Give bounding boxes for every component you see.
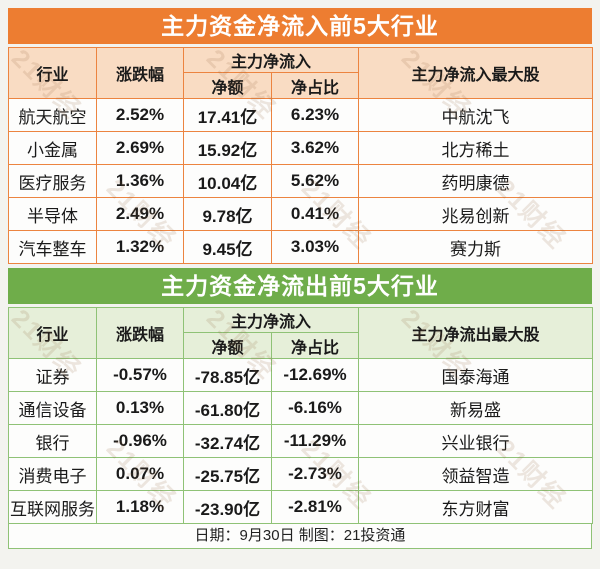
- col-header-change: 涨跌幅: [96, 47, 184, 99]
- industry-cell: 航天航空: [8, 98, 97, 132]
- table-row: 银行 -0.96% -32.74亿 -11.29% 兴业银行: [8, 424, 594, 458]
- industry-cell: 银行: [8, 424, 97, 458]
- net-ratio-cell: -12.69%: [270, 358, 360, 392]
- col-header-netflow-group: 主力净流入: [182, 47, 360, 73]
- top-stock-cell: 新易盛: [358, 391, 594, 425]
- change-cell: 0.13%: [96, 391, 184, 425]
- outflow-table-body: 证券 -0.57% -78.85亿 -12.69% 国泰海通 通信设备 0.13% -61.8…: [8, 358, 594, 524]
- top-stock-cell: 国泰海通: [358, 358, 594, 392]
- top-stock-cell: 领益智造: [358, 457, 594, 491]
- change-cell: -0.96%: [96, 424, 184, 458]
- net-ratio-cell: -11.29%: [270, 424, 360, 458]
- net-amount-cell: 9.45亿: [183, 230, 272, 264]
- net-ratio-cell: -6.16%: [270, 391, 360, 425]
- industry-cell: 汽车整车: [8, 230, 97, 264]
- net-ratio-cell: 5.62%: [270, 164, 360, 198]
- table-row: 消费电子 0.07% -25.75亿 -2.73% 领益智造: [8, 457, 594, 491]
- change-cell: -0.57%: [96, 358, 184, 392]
- change-cell: 2.52%: [96, 98, 184, 132]
- industry-cell: 半导体: [8, 197, 97, 231]
- net-amount-cell: -61.80亿: [183, 391, 272, 425]
- change-cell: 0.07%: [96, 457, 184, 491]
- tables-content: 主力资金净流入前5大行业 行业 涨跌幅 主力净流入 主力净流入最大股 净额 净占…: [8, 8, 594, 549]
- net-amount-cell: -25.75亿: [183, 457, 272, 491]
- inflow-table-body: 航天航空 2.52% 17.41亿 6.23% 中航沈飞 小金属 2.69% 15.92亿 3.…: [8, 98, 594, 264]
- outflow-title: 主力资金净流出前5大行业: [8, 268, 592, 304]
- inflow-table: 行业 涨跌幅 主力净流入 主力净流入最大股 净额 净占比 航天航空 2.52% 17…: [8, 47, 594, 264]
- col-header-top-stock: 主力净流出最大股: [358, 307, 594, 359]
- top-stock-cell: 中航沈飞: [358, 98, 594, 132]
- change-cell: 2.49%: [96, 197, 184, 231]
- inflow-section: 主力资金净流入前5大行业 行业 涨跌幅 主力净流入 主力净流入最大股 净额 净占…: [8, 8, 594, 264]
- top-stock-cell: 赛力斯: [358, 230, 594, 264]
- industry-cell: 通信设备: [8, 391, 97, 425]
- col-header-net-amount: 净额: [183, 72, 272, 99]
- net-amount-cell: 17.41亿: [183, 98, 272, 132]
- industry-cell: 互联网服务: [8, 490, 97, 524]
- table-row: 汽车整车 1.32% 9.45亿 3.03% 赛力斯: [8, 230, 594, 264]
- net-amount-cell: -32.74亿: [183, 424, 272, 458]
- table-row: 医疗服务 1.36% 10.04亿 5.62% 药明康德: [8, 164, 594, 198]
- net-ratio-cell: 6.23%: [270, 98, 360, 132]
- table-row: 通信设备 0.13% -61.80亿 -6.16% 新易盛: [8, 391, 594, 425]
- change-cell: 2.69%: [96, 131, 184, 165]
- top-stock-cell: 兴业银行: [358, 424, 594, 458]
- col-header-change: 涨跌幅: [96, 307, 184, 359]
- outflow-section: 主力资金净流出前5大行业 行业 涨跌幅 主力净流入 主力净流出最大股 净额 净占…: [8, 268, 594, 549]
- inflow-title: 主力资金净流入前5大行业: [8, 8, 592, 44]
- change-cell: 1.32%: [96, 230, 184, 264]
- net-amount-cell: 15.92亿: [183, 131, 272, 165]
- top-stock-cell: 兆易创新: [358, 197, 594, 231]
- table-row: 航天航空 2.52% 17.41亿 6.23% 中航沈飞: [8, 98, 594, 132]
- net-ratio-cell: 3.62%: [270, 131, 360, 165]
- industry-cell: 小金属: [8, 131, 97, 165]
- top-stock-cell: 北方稀土: [358, 131, 594, 165]
- net-ratio-cell: 0.41%: [270, 197, 360, 231]
- col-header-net-ratio: 净占比: [270, 332, 360, 359]
- table-row: 互联网服务 1.18% -23.90亿 -2.81% 东方财富: [8, 490, 594, 524]
- col-header-industry: 行业: [8, 47, 97, 99]
- net-amount-cell: -78.85亿: [183, 358, 272, 392]
- col-header-netflow-group: 主力净流入: [182, 307, 360, 333]
- change-cell: 1.18%: [96, 490, 184, 524]
- change-cell: 1.36%: [96, 164, 184, 198]
- industry-cell: 医疗服务: [8, 164, 97, 198]
- net-ratio-cell: -2.73%: [270, 457, 360, 491]
- net-ratio-cell: 3.03%: [270, 230, 360, 264]
- table-row: 证券 -0.57% -78.85亿 -12.69% 国泰海通: [8, 358, 594, 392]
- outflow-table: 行业 涨跌幅 主力净流入 主力净流出最大股 净额 净占比 证券 -0.57% -78…: [8, 307, 594, 524]
- table-row: 小金属 2.69% 15.92亿 3.62% 北方稀土: [8, 131, 594, 165]
- date-credit-footer: 日期：9月30日 制图：21投资通: [8, 524, 592, 549]
- net-amount-cell: 9.78亿: [183, 197, 272, 231]
- col-header-industry: 行业: [8, 307, 97, 359]
- net-amount-cell: 10.04亿: [183, 164, 272, 198]
- top-stock-cell: 药明康德: [358, 164, 594, 198]
- net-ratio-cell: -2.81%: [270, 490, 360, 524]
- industry-cell: 消费电子: [8, 457, 97, 491]
- top-stock-cell: 东方财富: [358, 490, 594, 524]
- net-amount-cell: -23.90亿: [183, 490, 272, 524]
- col-header-net-amount: 净额: [183, 332, 272, 359]
- table-row: 半导体 2.49% 9.78亿 0.41% 兆易创新: [8, 197, 594, 231]
- col-header-net-ratio: 净占比: [270, 72, 360, 99]
- industry-cell: 证券: [8, 358, 97, 392]
- col-header-top-stock: 主力净流入最大股: [358, 47, 594, 99]
